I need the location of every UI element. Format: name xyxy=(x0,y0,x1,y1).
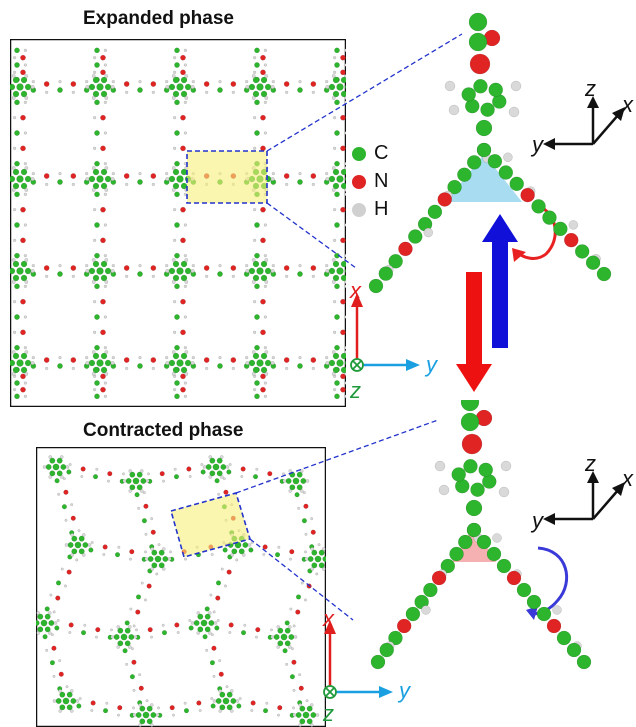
arrow-to-contracted xyxy=(456,272,492,392)
nitrogen-dot xyxy=(352,174,366,189)
expanded-phase-title: Expanded phase xyxy=(83,8,234,29)
axis-3d-contracted xyxy=(543,471,625,525)
axis-triad-expanded xyxy=(350,293,420,372)
phase-transition-arrows xyxy=(456,214,518,392)
expanded-lattice-panel xyxy=(10,39,346,407)
axis-triad-contracted xyxy=(323,620,393,699)
contracted-phase-title: Contracted phase xyxy=(83,420,244,441)
molecule-contracted xyxy=(370,400,592,670)
arrow-to-expanded xyxy=(482,214,518,348)
molecule-expanded xyxy=(368,12,612,294)
legend-item-nitrogen: N xyxy=(352,170,388,193)
legend-item-hydrogen: H xyxy=(352,198,388,221)
contracted-lattice-panel xyxy=(36,447,326,727)
axis-x-label-expanded: x xyxy=(350,278,361,303)
axis-3d-expanded xyxy=(543,96,625,150)
axis3d-z-label-contracted: z xyxy=(585,451,596,476)
axis3d-y-label-contracted: y xyxy=(532,508,543,533)
axis3d-y-label-expanded: y xyxy=(532,132,543,157)
axis3d-x-label-expanded: x xyxy=(622,92,633,117)
expanded-highlight-box xyxy=(186,150,268,204)
legend-label-nitrogen: N xyxy=(374,170,389,192)
axis3d-x-label-contracted: x xyxy=(622,466,633,491)
axis-y-label-contracted: y xyxy=(399,678,410,703)
axis-z-label-contracted: z xyxy=(323,701,334,726)
axis3d-z-label-expanded: z xyxy=(585,76,596,101)
axis-y-label-expanded: y xyxy=(426,352,437,377)
axis-x-label-contracted: x xyxy=(323,606,334,631)
hydrogen-dot xyxy=(352,202,366,217)
carbon-dot xyxy=(352,146,366,161)
angle-triangle-expanded xyxy=(446,154,522,202)
legend-item-carbon: C xyxy=(352,142,388,165)
legend-label-carbon: C xyxy=(374,142,389,164)
axis-z-label-expanded: z xyxy=(350,378,361,403)
legend-label-hydrogen: H xyxy=(374,198,389,220)
